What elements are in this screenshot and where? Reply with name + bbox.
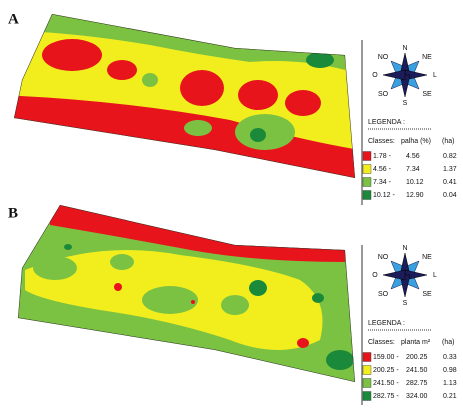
legend-from: 159.00 - bbox=[373, 354, 399, 361]
legend-swatch bbox=[362, 365, 372, 375]
compass-label: SE bbox=[422, 91, 432, 98]
legend-header: planta m² bbox=[401, 339, 431, 346]
legend-from: 7.34 - bbox=[373, 179, 392, 186]
legend-ha: 0.04 bbox=[443, 192, 457, 199]
compass-label: NE bbox=[422, 254, 432, 261]
legend-ha: 0.33 bbox=[443, 354, 457, 361]
compass-label: O bbox=[372, 72, 378, 79]
legend-from: 4.56 - bbox=[373, 166, 392, 173]
legend-to: 200.25 bbox=[406, 354, 428, 361]
legend-ha: 0.41 bbox=[443, 179, 457, 186]
legend-ha: 1.13 bbox=[443, 380, 457, 387]
panel-label: A bbox=[8, 11, 19, 27]
legend-to: 7.34 bbox=[406, 166, 420, 173]
legend-swatch bbox=[362, 378, 372, 388]
compass-point bbox=[382, 269, 406, 281]
compass-label: NO bbox=[378, 254, 389, 261]
legend-from: 282.75 - bbox=[373, 393, 399, 400]
compass-point bbox=[382, 69, 406, 81]
legend-from: 200.25 - bbox=[373, 367, 399, 374]
legend-ha: 0.21 bbox=[443, 393, 457, 400]
legend-to: 241.50 bbox=[406, 367, 428, 374]
legend-to: 324.00 bbox=[406, 393, 428, 400]
legend-to: 10.12 bbox=[406, 179, 424, 186]
legend-header: palha (%) bbox=[401, 138, 431, 145]
legend-to: 4.56 bbox=[406, 153, 420, 160]
compass-label: S bbox=[403, 300, 408, 307]
compass-label: N bbox=[402, 45, 407, 52]
compass-label: SO bbox=[378, 291, 389, 298]
legend-title: LEGENDA : bbox=[368, 119, 405, 126]
legend-to: 12.90 bbox=[406, 192, 424, 199]
legend-ha: 0.82 bbox=[443, 153, 457, 160]
compass-label: N bbox=[402, 245, 407, 252]
legend-from: 10.12 - bbox=[373, 192, 395, 199]
compass-label: S bbox=[403, 100, 408, 107]
legend-swatch bbox=[362, 391, 372, 401]
map-a bbox=[14, 14, 355, 178]
legend-to: 282.75 bbox=[406, 380, 428, 387]
compass-label: NO bbox=[378, 54, 389, 61]
map-b bbox=[18, 205, 355, 382]
legend-swatch bbox=[362, 352, 372, 362]
legend-from: 1.78 - bbox=[373, 153, 392, 160]
legend-swatch bbox=[362, 151, 372, 161]
legend-from: 241.50 - bbox=[373, 380, 399, 387]
compass-label: SE bbox=[422, 291, 432, 298]
legend-header: Classes: bbox=[368, 339, 395, 346]
legend-header: Classes: bbox=[368, 138, 395, 145]
legend-swatch bbox=[362, 190, 372, 200]
legend-swatch bbox=[362, 177, 372, 187]
compass-label: L bbox=[433, 272, 437, 279]
legend-ha: 0.98 bbox=[443, 367, 457, 374]
legend-swatch bbox=[362, 164, 372, 174]
legend-ha: 1.37 bbox=[443, 166, 457, 173]
panel-label: B bbox=[8, 205, 18, 221]
legend-title: LEGENDA : bbox=[368, 320, 405, 327]
compass-label: NE bbox=[422, 54, 432, 61]
compass-label: O bbox=[372, 272, 378, 279]
compass-label: SO bbox=[378, 91, 389, 98]
legend-header: (ha) bbox=[442, 138, 454, 145]
legend-header: (ha) bbox=[442, 339, 454, 346]
compass-label: L bbox=[433, 72, 437, 79]
